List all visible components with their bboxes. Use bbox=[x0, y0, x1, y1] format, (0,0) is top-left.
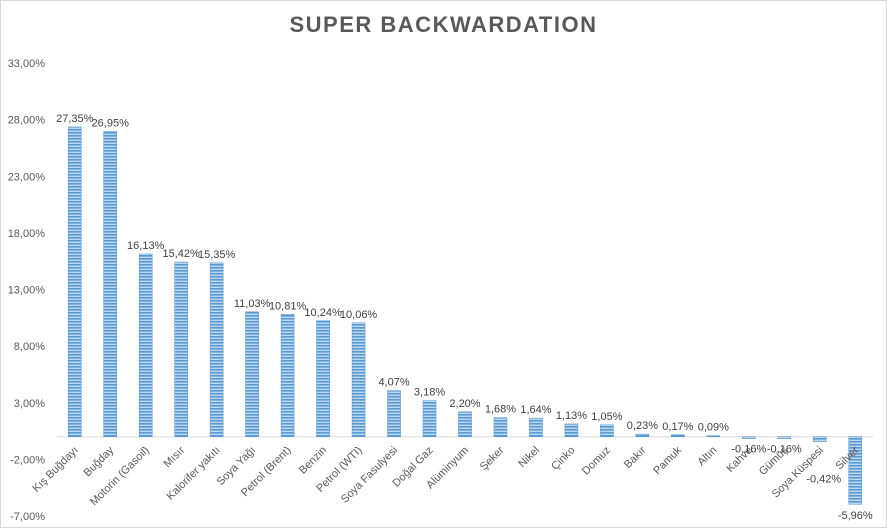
bar bbox=[458, 411, 472, 438]
y-tick-label: 8,00% bbox=[14, 341, 45, 353]
y-tick-label: -2,00% bbox=[10, 454, 45, 466]
data-label: -0,16% bbox=[767, 444, 802, 456]
data-label: 1,13% bbox=[556, 410, 587, 422]
data-label: 2,20% bbox=[449, 398, 480, 410]
bar bbox=[174, 261, 188, 438]
category-label: Benzin bbox=[297, 444, 329, 476]
bar bbox=[245, 311, 259, 438]
category-label: Kış Buğdayı bbox=[30, 444, 80, 494]
data-label: 15,35% bbox=[198, 249, 236, 261]
bar bbox=[848, 436, 863, 505]
y-tick-label: 18,00% bbox=[8, 228, 46, 240]
data-label: 3,18% bbox=[414, 387, 445, 399]
category-label: Altın bbox=[695, 444, 719, 468]
data-label: 0,09% bbox=[698, 422, 729, 434]
y-axis: 33,00% 28,00% 23,00% 18,00% 13,00% 8,00% 3,00%… bbox=[8, 58, 46, 523]
category-label: Bakır bbox=[622, 444, 649, 471]
bar bbox=[635, 433, 650, 438]
data-label: -0,16% bbox=[731, 444, 766, 456]
data-label: 10,06% bbox=[340, 309, 378, 321]
bar bbox=[280, 314, 295, 438]
bar bbox=[493, 417, 508, 438]
bar bbox=[742, 436, 756, 439]
data-label: 27,35% bbox=[56, 113, 94, 125]
bar bbox=[316, 320, 330, 438]
bar bbox=[387, 390, 401, 438]
bar bbox=[529, 417, 543, 438]
data-label: 10,81% bbox=[269, 300, 307, 312]
data-label: 11,03% bbox=[234, 298, 271, 310]
data-label: 0,23% bbox=[627, 420, 658, 432]
data-labels-group: 27,35%26,95% 16,13%15,42%15,35% 11,03%10,8… bbox=[56, 113, 873, 522]
category-label: Çinko bbox=[549, 444, 577, 472]
category-label: Mısır bbox=[162, 444, 188, 470]
data-label: 1,64% bbox=[520, 404, 551, 416]
bar bbox=[67, 126, 82, 438]
y-tick-label: 28,00% bbox=[8, 115, 46, 127]
category-label: Domuz bbox=[580, 444, 613, 477]
data-label: 16,13% bbox=[127, 240, 165, 252]
y-tick-label: 33,00% bbox=[8, 58, 46, 70]
bar bbox=[777, 436, 792, 439]
bar bbox=[103, 131, 118, 438]
bar bbox=[422, 400, 437, 438]
category-label: Pamuk bbox=[651, 444, 684, 477]
y-tick-label: -7,00% bbox=[10, 511, 45, 523]
data-label: 4,07% bbox=[378, 377, 409, 389]
data-label: 1,68% bbox=[485, 404, 516, 416]
bar bbox=[600, 424, 614, 438]
data-label: 1,05% bbox=[591, 411, 622, 423]
y-tick-label: 23,00% bbox=[8, 171, 46, 183]
y-tick-label: 13,00% bbox=[8, 285, 46, 297]
data-label: 10,24% bbox=[304, 307, 342, 319]
bar bbox=[564, 423, 579, 438]
data-label: 26,95% bbox=[92, 118, 130, 130]
bar bbox=[351, 322, 366, 438]
data-label: -5,96% bbox=[838, 510, 873, 522]
category-label: Buğday bbox=[81, 444, 116, 479]
data-label: 15,42% bbox=[163, 248, 201, 260]
bar bbox=[671, 434, 685, 438]
chart-title: SUPER BACKWARDATION bbox=[289, 12, 598, 37]
y-tick-label: 3,00% bbox=[14, 398, 45, 410]
bar bbox=[706, 435, 721, 438]
bar bbox=[209, 262, 224, 438]
bar bbox=[138, 253, 153, 438]
bar bbox=[812, 436, 827, 442]
data-label: 0,17% bbox=[662, 421, 693, 433]
category-label: Nikel bbox=[516, 444, 542, 470]
data-label: -0,42% bbox=[806, 474, 841, 486]
bars-group bbox=[67, 126, 863, 505]
category-label: Şeker bbox=[478, 444, 507, 473]
